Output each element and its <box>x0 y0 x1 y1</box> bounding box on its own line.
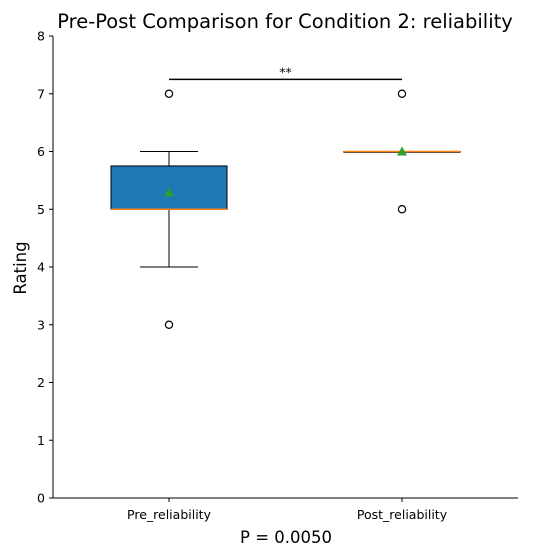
y-tick-label: 0 <box>37 491 45 506</box>
y-tick-label: 1 <box>37 433 45 448</box>
significance-label: ** <box>279 64 292 79</box>
y-tick-label: 8 <box>37 29 45 44</box>
mean-marker <box>164 187 174 197</box>
y-tick-label: 6 <box>37 144 45 159</box>
x-tick-label: Post_reliability <box>357 507 448 522</box>
outlier-point <box>397 205 407 214</box>
y-tick-label: 4 <box>37 260 45 275</box>
x-tick-label: Pre_reliability <box>127 507 212 522</box>
y-tick-label: 2 <box>37 375 45 390</box>
mean-marker <box>397 146 407 156</box>
outlier-point <box>397 89 407 98</box>
chart-title: Pre-Post Comparison for Condition 2: rel… <box>57 10 513 33</box>
p-value-label: P = 0.0050 <box>240 528 332 547</box>
outlier-point <box>164 89 174 98</box>
y-tick-label: 3 <box>37 317 45 332</box>
outlier-point <box>164 320 174 329</box>
y-tick-label: 5 <box>37 202 45 217</box>
y-tick-label: 7 <box>37 86 45 101</box>
plot-area: 0 1 2 3 4 5 6 7 8 Pre_reliability Post_reliability… <box>37 29 518 522</box>
y-axis-label: Rating <box>11 241 30 294</box>
